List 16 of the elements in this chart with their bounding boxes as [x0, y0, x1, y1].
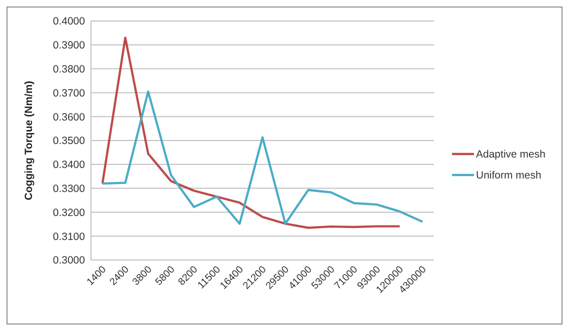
y-tick-label: 0.3700 [52, 87, 86, 100]
y-tick-label: 0.3800 [52, 63, 86, 76]
y-tick-label: 0.3300 [52, 182, 86, 195]
line-series [101, 36, 401, 229]
y-axis-title: Cogging Torque (Nm/m) [23, 80, 35, 200]
y-tick-label: 0.3600 [52, 111, 86, 124]
legend-label: Adaptive mesh [476, 148, 546, 161]
y-tick-label: 0.4000 [52, 16, 86, 28]
line-series [101, 90, 424, 225]
legend-label: Uniform mesh [476, 170, 542, 182]
y-tick-label: 0.3100 [52, 230, 86, 243]
y-tick-label: 0.3200 [52, 206, 86, 219]
y-tick-label: 0.3400 [52, 159, 86, 172]
y-tick-label: 0.3000 [52, 254, 86, 267]
y-tick-label: 0.3500 [52, 135, 86, 148]
y-tick-label: 0.3900 [52, 40, 86, 52]
